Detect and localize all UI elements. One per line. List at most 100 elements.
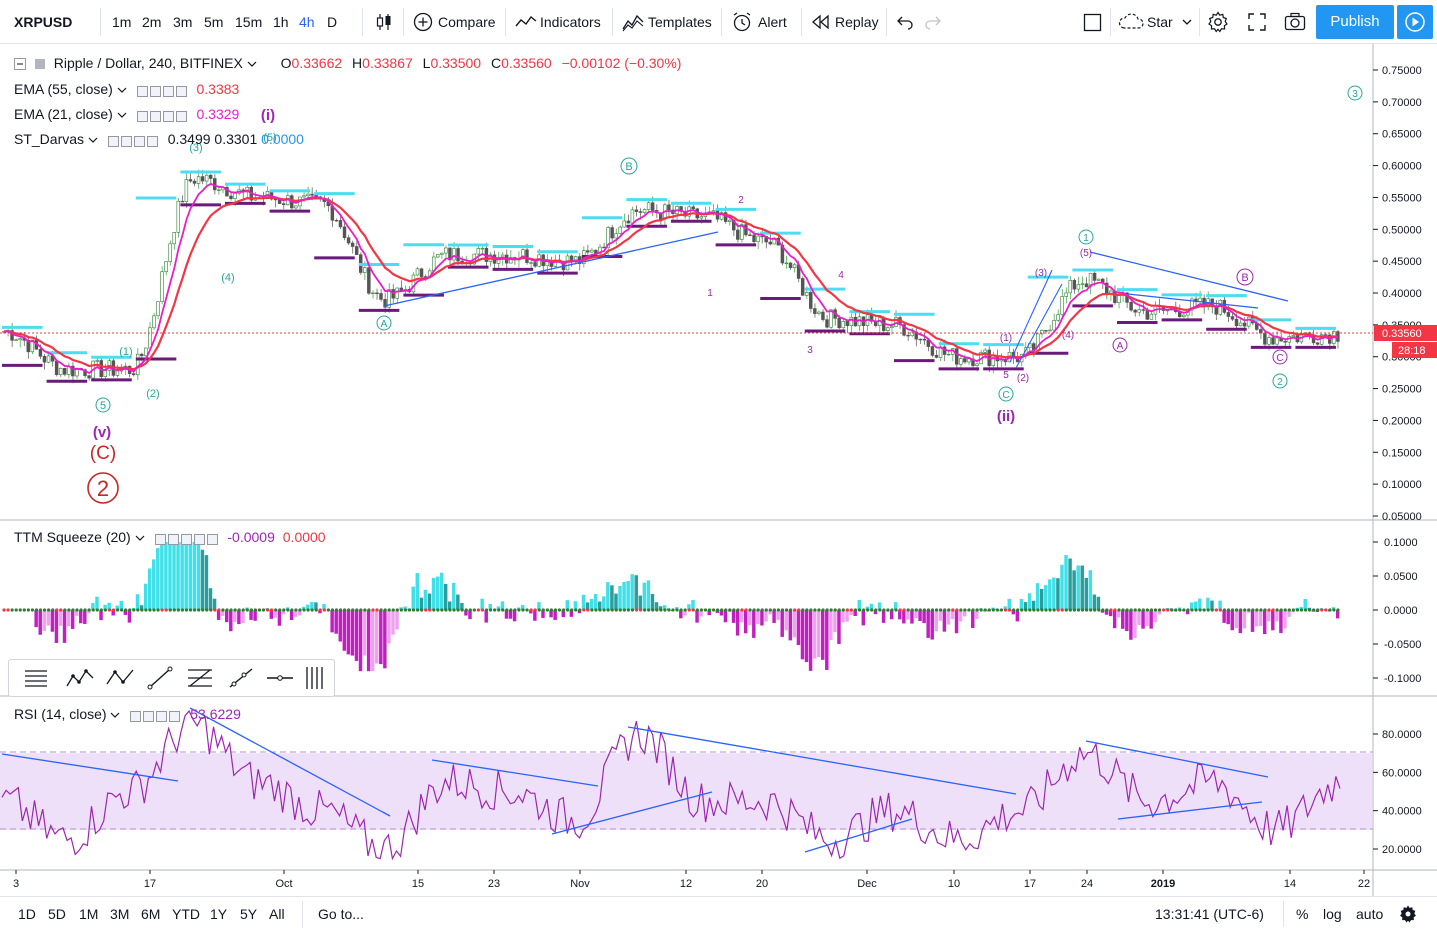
add-icon[interactable] bbox=[162, 111, 174, 123]
range-5d[interactable]: 5D bbox=[48, 906, 66, 922]
publish-button[interactable]: Publish bbox=[1316, 5, 1394, 39]
symbol-search[interactable]: XRPUSD bbox=[14, 14, 73, 30]
range-ytd[interactable]: YTD bbox=[172, 906, 200, 922]
settings-icon[interactable] bbox=[120, 136, 132, 148]
redo-icon[interactable] bbox=[924, 14, 942, 30]
add-icon[interactable] bbox=[193, 534, 205, 546]
eye-icon[interactable] bbox=[154, 534, 166, 546]
vertical-lines-icon[interactable] bbox=[297, 660, 335, 696]
main-legend[interactable]: Ripple / Dollar, 240, BITFINEX O0.33662 … bbox=[14, 53, 681, 73]
add-icon[interactable] bbox=[156, 711, 168, 723]
trendline[interactable] bbox=[627, 726, 1017, 795]
horizontal-ray-icon[interactable] bbox=[261, 660, 299, 696]
trendline[interactable] bbox=[1089, 251, 1289, 302]
elliott-correction-icon[interactable] bbox=[101, 660, 139, 696]
ttm-legend[interactable]: TTM Squeeze (20) -0.0009 0.0000 bbox=[14, 527, 326, 547]
trendline[interactable] bbox=[383, 231, 719, 307]
range-5y[interactable]: 5Y bbox=[240, 906, 258, 922]
settings-icon[interactable] bbox=[149, 111, 161, 123]
trendline[interactable] bbox=[1085, 740, 1269, 778]
log-scale-toggle[interactable]: log bbox=[1323, 906, 1342, 922]
range-all[interactable]: All bbox=[269, 906, 285, 922]
range-6m[interactable]: 6M bbox=[141, 906, 161, 922]
rsi-legend[interactable]: RSI (14, close) 53.6229 bbox=[14, 704, 241, 724]
chevron-down-icon[interactable] bbox=[247, 60, 257, 68]
interval-5m[interactable]: 5m bbox=[204, 14, 224, 30]
chevron-down-icon[interactable] bbox=[117, 111, 127, 119]
fullscreen-icon[interactable] bbox=[1247, 12, 1267, 32]
settings-icon[interactable] bbox=[149, 86, 161, 98]
indicator-actions[interactable] bbox=[136, 80, 189, 100]
auto-scale-toggle[interactable]: auto bbox=[1356, 906, 1384, 922]
alert-button[interactable]: Alert bbox=[758, 14, 787, 30]
chevron-down-icon[interactable] bbox=[88, 136, 98, 144]
trendline[interactable] bbox=[804, 818, 913, 853]
interval-15m[interactable]: 15m bbox=[235, 14, 263, 30]
interval-3m[interactable]: 3m bbox=[173, 14, 193, 30]
settings-icon[interactable] bbox=[143, 711, 155, 723]
remove-icon[interactable] bbox=[169, 711, 181, 723]
trend-line-icon[interactable] bbox=[141, 660, 179, 696]
trendline[interactable] bbox=[551, 791, 713, 835]
replay-button[interactable]: Replay bbox=[835, 14, 879, 30]
gear-icon[interactable] bbox=[1399, 905, 1417, 923]
interval-2m[interactable]: 2m bbox=[142, 14, 162, 30]
interval-d[interactable]: D bbox=[327, 14, 338, 30]
trendline[interactable] bbox=[189, 707, 391, 817]
indicator-actions[interactable] bbox=[130, 705, 182, 725]
candles-icon[interactable] bbox=[374, 12, 394, 32]
chevron-down-icon[interactable] bbox=[135, 534, 145, 542]
remove-icon[interactable] bbox=[175, 86, 187, 98]
interval-4h[interactable]: 4h bbox=[299, 14, 315, 30]
star-layout-button[interactable]: Star bbox=[1147, 14, 1173, 30]
eye-icon[interactable] bbox=[136, 111, 148, 123]
add-icon[interactable] bbox=[133, 136, 145, 148]
remove-icon[interactable] bbox=[206, 534, 218, 546]
trendline[interactable] bbox=[431, 759, 599, 787]
chart-canvas[interactable]: 0.75000 0.70000 0.65000 0.60000 0.55000 0.500… bbox=[0, 44, 1437, 896]
clock-timezone[interactable]: 13:31:41 (UTC-6) bbox=[1155, 906, 1264, 922]
undo-icon[interactable] bbox=[896, 14, 914, 30]
compare-button[interactable]: Compare bbox=[438, 14, 496, 30]
indicator-actions[interactable] bbox=[107, 130, 160, 150]
source-code-icon[interactable] bbox=[180, 534, 192, 546]
eye-icon[interactable] bbox=[130, 711, 142, 723]
range-3m[interactable]: 3M bbox=[110, 906, 130, 922]
range-1d[interactable]: 1D bbox=[18, 906, 36, 922]
ema21-legend[interactable]: EMA (21, close) 0.3329 bbox=[14, 104, 239, 124]
eye-icon[interactable] bbox=[107, 136, 119, 148]
elliott-impulse-icon[interactable] bbox=[61, 660, 99, 696]
trendline[interactable] bbox=[1009, 269, 1053, 363]
eye-icon[interactable] bbox=[136, 86, 148, 98]
chart-area[interactable]: 0.75000 0.70000 0.65000 0.60000 0.55000 0.500… bbox=[0, 44, 1437, 896]
settings-icon[interactable] bbox=[167, 534, 179, 546]
play-button[interactable] bbox=[1397, 5, 1433, 39]
collapse-icon[interactable] bbox=[14, 58, 26, 71]
interval-1m[interactable]: 1m bbox=[112, 14, 132, 30]
trendline[interactable] bbox=[1, 753, 179, 782]
goto-date-button[interactable]: Go to... bbox=[318, 906, 364, 922]
trendline[interactable] bbox=[1117, 801, 1263, 820]
ray-icon[interactable] bbox=[221, 660, 259, 696]
ema55-legend[interactable]: EMA (55, close) 0.3383 bbox=[14, 79, 239, 99]
gear-icon[interactable] bbox=[1207, 11, 1229, 33]
trendline[interactable] bbox=[1015, 283, 1063, 369]
remove-icon[interactable] bbox=[175, 111, 187, 123]
horizontal-lines-icon[interactable] bbox=[17, 660, 55, 696]
interval-1h[interactable]: 1h bbox=[273, 14, 289, 30]
range-1m[interactable]: 1M bbox=[79, 906, 99, 922]
indicator-actions[interactable] bbox=[136, 105, 189, 125]
trendline[interactable] bbox=[1127, 293, 1259, 309]
darvas-legend[interactable]: ST_Darvas 0.3499 0.3301 0.0000 bbox=[14, 129, 304, 149]
drawing-toolbar[interactable] bbox=[8, 659, 335, 697]
add-icon[interactable] bbox=[162, 86, 174, 98]
percent-scale-toggle[interactable]: % bbox=[1296, 906, 1309, 922]
layout-square-icon[interactable] bbox=[1083, 13, 1102, 32]
indicator-actions[interactable] bbox=[154, 528, 220, 548]
chevron-down-icon[interactable] bbox=[1182, 18, 1192, 26]
remove-icon[interactable] bbox=[146, 136, 158, 148]
templates-button[interactable]: Templates bbox=[648, 14, 712, 30]
indicators-button[interactable]: Indicators bbox=[540, 14, 601, 30]
range-1y[interactable]: 1Y bbox=[210, 906, 228, 922]
fib-retracement-icon[interactable] bbox=[181, 660, 219, 696]
